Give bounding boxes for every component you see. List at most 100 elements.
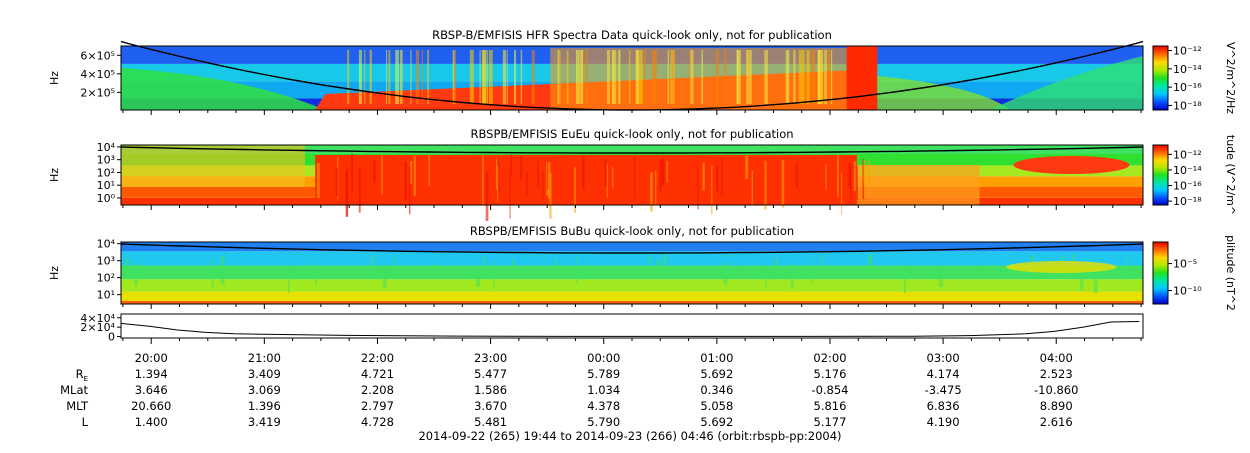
spectro-streak: [667, 50, 670, 104]
gyrofrequency-line: [120, 146, 1144, 154]
ephemeris-value: 2.616: [1040, 415, 1073, 429]
y-tick-label: 0: [108, 331, 115, 344]
spectro-streak: [764, 160, 767, 210]
ephemeris-value: 3.409: [248, 367, 281, 381]
spectro-streak: [716, 165, 719, 192]
ephemeris-value: 5.789: [587, 367, 620, 381]
y-tick-label: 10⁴: [97, 141, 116, 154]
colorbar-tick-label: 10⁻¹⁸: [1173, 195, 1202, 208]
spectro-band: [121, 265, 1143, 280]
spectro-streak: [606, 50, 610, 104]
spectro-band: [121, 291, 1143, 301]
spectro-streak: [421, 50, 424, 104]
spectro-streak: [606, 163, 608, 198]
ephemeris-row-label: L: [82, 415, 89, 429]
spectro-streak: [509, 170, 511, 219]
spectro-streak: [575, 257, 578, 284]
ephemeris-value: 1.400: [135, 415, 168, 429]
spectro-streak: [514, 50, 517, 104]
spectro-streak: [211, 258, 214, 288]
ephemeris-value: 4.721: [361, 367, 394, 381]
colorbar-tick-label: 10⁻¹²: [1173, 148, 1202, 161]
spectro-streak: [868, 161, 871, 195]
spectro-streak: [650, 172, 653, 212]
spectro-streak: [220, 255, 225, 285]
y-tick-label: 10¹: [97, 179, 115, 192]
spectro-streak: [453, 50, 456, 104]
spectro-streak: [856, 165, 858, 201]
spectro-streak: [635, 50, 640, 104]
spectro-streak: [628, 50, 631, 104]
y-tick-label: 2×10⁵: [80, 86, 115, 99]
spectro-streak: [644, 50, 646, 104]
spectro-streak: [288, 265, 290, 294]
y-tick-label: 10²: [97, 272, 115, 285]
gyrofrequency-line: [120, 243, 1144, 254]
ephemeris-value: 5.790: [587, 415, 620, 429]
spectro-band: [121, 145, 1143, 154]
x-tick-label: 00:00: [587, 351, 620, 365]
spectro-streak: [566, 50, 569, 104]
spectro-streak: [554, 259, 557, 271]
spectro-streak: [802, 50, 805, 104]
spectro-streak: [811, 50, 816, 104]
spectro-streak: [785, 264, 788, 281]
ephemeris-value: 1.394: [135, 367, 168, 381]
spectro-streak: [469, 50, 474, 104]
y-tick-label: 4×10⁴: [80, 312, 115, 325]
spectro-patch: [989, 56, 1143, 110]
spectro-streak: [393, 254, 395, 280]
spectro-streak: [633, 157, 636, 200]
panel-3: RBSPB/EMFISIS BuBu quick-look only, not …: [48, 224, 1237, 311]
ephemeris-value: -3.475: [925, 383, 962, 397]
spectro-streak: [582, 156, 585, 190]
spectro-streak: [773, 259, 776, 280]
spectro-streak: [575, 50, 580, 104]
ephemeris-value: 3.670: [474, 399, 507, 413]
spectro-streak: [399, 50, 403, 104]
spectro-streak: [432, 264, 437, 280]
spectro-streak: [736, 50, 739, 104]
spectro-streak: [134, 263, 138, 287]
spectro-streak: [452, 50, 455, 104]
spectro-streak: [666, 160, 668, 183]
spectro-streak: [764, 50, 768, 104]
colorbar-tick-label: 10⁻¹²: [1173, 45, 1202, 58]
spectro-streak: [409, 161, 413, 185]
spectro-streak: [775, 255, 778, 276]
spectro-streak: [793, 50, 796, 104]
ephemeris-value: 5.481: [474, 415, 507, 429]
ephemeris-value: 4.190: [927, 415, 960, 429]
spectro-streak: [749, 50, 752, 104]
spectro-streak: [742, 266, 745, 277]
spectro-streak: [513, 263, 516, 276]
colorbar-tick-label: 10⁻¹⁴: [1173, 164, 1202, 177]
ephemeris-value: 5.692: [700, 367, 733, 381]
ephemeris-value: 20.660: [131, 399, 171, 413]
colorbar-label: tude (V^2/m^: [1224, 135, 1237, 215]
spectro-streak: [977, 265, 982, 278]
spectro-streak: [475, 265, 480, 287]
spectro-streak: [765, 264, 767, 287]
spectro-streak: [824, 50, 827, 104]
spectro-streak: [651, 50, 655, 104]
spectro-streak: [410, 50, 412, 104]
footer-time-range: 2014-09-22 (265) 19:44 to 2014-09-23 (26…: [418, 429, 842, 443]
spectro-streak: [346, 167, 348, 216]
spectro-streak: [1126, 257, 1129, 282]
y-tick-label: 10²: [97, 166, 115, 179]
colorbar-tick-label: 10⁻¹⁴: [1173, 63, 1202, 76]
y-tick-label: 10³: [97, 255, 115, 268]
spectro-streak: [493, 260, 495, 289]
ephemeris-value: -0.854: [811, 383, 848, 397]
spectro-streak: [481, 50, 486, 104]
ephemeris-value: 2.523: [1040, 367, 1073, 381]
spectro-patch: [315, 155, 857, 205]
panel-1: RBSP-B/EMFISIS HFR Spectra Data quick-lo…: [48, 28, 1237, 115]
spectro-patch: [877, 76, 1011, 110]
spectro-streak: [715, 50, 719, 104]
spectro-band: [121, 279, 1143, 292]
ephemeris-value: 1.586: [474, 383, 507, 397]
spectro-streak: [386, 50, 388, 104]
spectro-streak: [848, 163, 851, 189]
